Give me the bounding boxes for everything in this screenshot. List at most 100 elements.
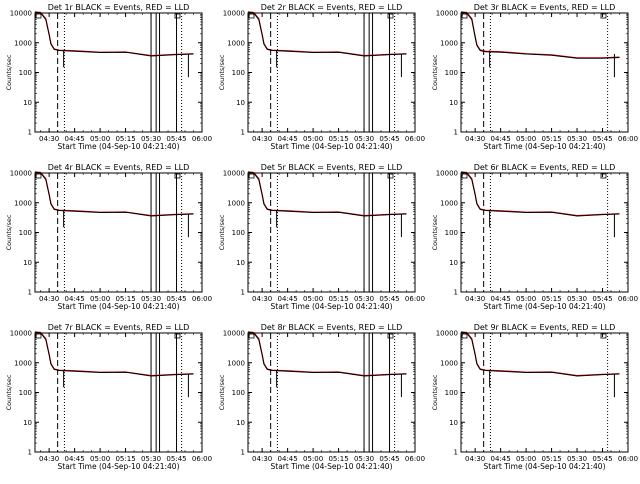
y-tick-label: 1000 — [227, 199, 245, 207]
x-axis-label: Start Time (04-Sep-10 04:21:40) — [58, 462, 180, 471]
y-tick-label: 1 — [28, 449, 32, 457]
y-tick-label: 10 — [23, 99, 32, 107]
y-tick-label: 1 — [454, 449, 458, 457]
lld-series-line — [34, 171, 194, 217]
chart-panel-6: Det 6r BLACK = Events, RED = LLD 1 10 100 10… — [431, 163, 638, 311]
x-tick-label: 04:45 — [65, 135, 85, 143]
events-series-line — [460, 331, 620, 377]
y-tick-label: 1 — [454, 129, 458, 137]
y-axis-label: Counts/sec — [431, 374, 439, 410]
chart-panel-8: Det 8r BLACK = Events, RED = LLD 1 10 100 10… — [218, 323, 425, 471]
x-tick-label: 06:00 — [192, 135, 212, 143]
y-axis-label: Counts/sec — [431, 54, 439, 90]
y-tick-label: 1 — [241, 129, 245, 137]
x-tick-label: 05:45 — [592, 455, 612, 463]
x-tick-label: 04:30 — [39, 135, 59, 143]
y-axis-label: Counts/sec — [5, 54, 13, 90]
y-tick-label: 10 — [23, 259, 32, 267]
x-tick-label: 04:30 — [465, 135, 485, 143]
y-tick-label: 10000 — [10, 170, 32, 178]
chart-panel-4: Det 4r BLACK = Events, RED = LLD 1 10 100 10… — [5, 163, 212, 311]
events-series-line — [34, 171, 194, 217]
lld-series-line — [247, 11, 407, 57]
x-tick-label: 04:45 — [65, 455, 85, 463]
corner-mark — [387, 333, 394, 339]
y-axis-label: Counts/sec — [218, 54, 226, 90]
y-tick-label: 10 — [449, 99, 458, 107]
y-tick-label: 100 — [232, 229, 245, 237]
corner-mark — [600, 333, 607, 339]
x-tick-label: 05:30 — [354, 135, 374, 143]
y-tick-label: 10 — [449, 259, 458, 267]
x-tick-label: 06:00 — [618, 455, 638, 463]
y-tick-label: 1000 — [227, 359, 245, 367]
x-tick-label: 05:30 — [141, 455, 161, 463]
x-tick-label: 06:00 — [192, 295, 212, 303]
x-tick-label: 04:30 — [465, 295, 485, 303]
x-tick-label: 06:00 — [405, 135, 425, 143]
x-tick-label: 05:15 — [115, 135, 135, 143]
x-tick-label: 04:45 — [491, 295, 511, 303]
x-tick-label: 05:30 — [567, 455, 587, 463]
y-tick-label: 10000 — [436, 330, 458, 338]
lld-series-line — [460, 171, 620, 217]
x-tick-label: 05:45 — [166, 135, 186, 143]
y-tick-label: 1 — [454, 289, 458, 297]
y-tick-label: 10 — [236, 99, 245, 107]
lld-series-line — [460, 11, 620, 59]
x-tick-label: 04:30 — [465, 455, 485, 463]
panel-title: Det 4r BLACK = Events, RED = LLD — [48, 163, 190, 172]
y-tick-label: 100 — [445, 389, 458, 397]
x-axis-label: Start Time (04-Sep-10 04:21:40) — [484, 462, 606, 471]
events-series-line — [247, 331, 407, 377]
y-tick-label: 1 — [241, 289, 245, 297]
panel-title: Det 3r BLACK = Events, RED = LLD — [474, 3, 616, 12]
y-tick-label: 10000 — [223, 330, 245, 338]
x-tick-label: 04:30 — [252, 135, 272, 143]
x-tick-label: 04:45 — [491, 455, 511, 463]
x-tick-label: 05:45 — [379, 455, 399, 463]
x-tick-label: 05:45 — [592, 295, 612, 303]
y-axis-label: Counts/sec — [5, 374, 13, 410]
y-tick-label: 1000 — [14, 39, 32, 47]
lld-series-line — [247, 171, 407, 217]
panel-title: Det 5r BLACK = Events, RED = LLD — [261, 163, 403, 172]
plot-frame — [460, 172, 629, 293]
y-axis-label: Counts/sec — [5, 214, 13, 250]
y-tick-label: 100 — [232, 69, 245, 77]
y-tick-label: 1000 — [227, 39, 245, 47]
y-axis-label: Counts/sec — [218, 214, 226, 250]
y-axis-label: Counts/sec — [218, 374, 226, 410]
y-tick-label: 1000 — [14, 199, 32, 207]
x-tick-label: 05:15 — [328, 295, 348, 303]
y-tick-label: 10000 — [10, 330, 32, 338]
x-tick-label: 05:00 — [90, 455, 110, 463]
chart-panel-2: Det 2r BLACK = Events, RED = LLD 1 10 100 10… — [218, 3, 425, 151]
events-series-line — [460, 171, 620, 217]
x-tick-label: 05:45 — [379, 295, 399, 303]
y-tick-label: 100 — [19, 69, 32, 77]
lld-series-line — [34, 11, 194, 57]
y-tick-label: 10000 — [223, 170, 245, 178]
x-tick-label: 05:30 — [567, 135, 587, 143]
x-tick-label: 05:00 — [516, 135, 536, 143]
x-tick-label: 04:30 — [39, 455, 59, 463]
x-tick-label: 04:45 — [278, 295, 298, 303]
y-tick-label: 1000 — [440, 39, 458, 47]
x-tick-label: 05:45 — [166, 455, 186, 463]
plot-frame — [460, 332, 629, 453]
x-tick-label: 06:00 — [618, 295, 638, 303]
y-tick-label: 1 — [28, 129, 32, 137]
y-axis-label: Counts/sec — [431, 214, 439, 250]
x-tick-label: 05:00 — [90, 295, 110, 303]
lld-series-line — [34, 331, 194, 377]
corner-mark — [174, 173, 181, 179]
y-tick-label: 100 — [445, 69, 458, 77]
y-tick-label: 10 — [236, 419, 245, 427]
x-tick-label: 05:15 — [328, 135, 348, 143]
y-tick-label: 100 — [19, 229, 32, 237]
x-tick-label: 05:45 — [166, 295, 186, 303]
y-tick-label: 10 — [449, 419, 458, 427]
